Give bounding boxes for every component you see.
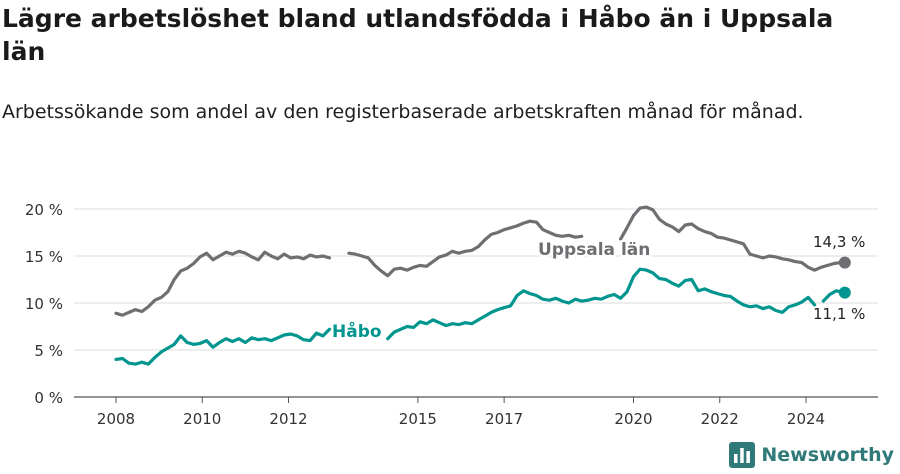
- y-tick-label: 5 %: [34, 342, 63, 360]
- chart-title: Lägre arbetslöshet bland utlandsfödda i …: [2, 4, 834, 66]
- series-end-point: [838, 256, 851, 269]
- x-tick-label: 2022: [701, 410, 739, 428]
- x-tick-label: 2020: [614, 410, 652, 428]
- x-tick-label: 2017: [485, 410, 523, 428]
- series-end-point: [838, 286, 851, 299]
- x-tick-label: 2015: [399, 410, 437, 428]
- chart-subtitle: Arbetssökande som andel av den registerb…: [2, 101, 804, 123]
- brand-logo: Newsworthy: [729, 442, 894, 468]
- x-tick-label: 2010: [183, 410, 221, 428]
- y-tick-label: 15 %: [25, 248, 63, 266]
- x-tick-label: 2008: [97, 410, 135, 428]
- series-label-uppsala: Uppsala län: [538, 240, 650, 260]
- x-tick-label: 2024: [787, 410, 825, 428]
- series-line: [386, 267, 817, 341]
- end-value-label-habo: 11,1 %: [813, 305, 865, 323]
- series-labels: Uppsala län Håbo 14,3 % 11,1 %: [330, 231, 867, 344]
- x-tick-label: 2012: [269, 410, 307, 428]
- y-tick-label: 0 %: [34, 389, 63, 407]
- series-lines: [114, 205, 851, 366]
- series-label-habo: Håbo: [332, 320, 382, 342]
- end-value-label-uppsala: 14,3 %: [813, 233, 865, 251]
- series-line: [114, 327, 332, 366]
- series-line: [347, 219, 584, 278]
- y-tick-label: 20 %: [25, 201, 63, 219]
- grid-lines: [74, 208, 878, 398]
- series-line: [114, 249, 332, 317]
- series-line: [618, 205, 847, 272]
- y-tick-label: 10 %: [25, 295, 63, 313]
- brand-name: Newsworthy: [761, 444, 894, 466]
- newsworthy-logo-icon: [729, 442, 756, 468]
- axes: 0 % 5 % 10 % 15 % 20 % 2008 2010 2012 2015 2017 20…: [25, 201, 825, 428]
